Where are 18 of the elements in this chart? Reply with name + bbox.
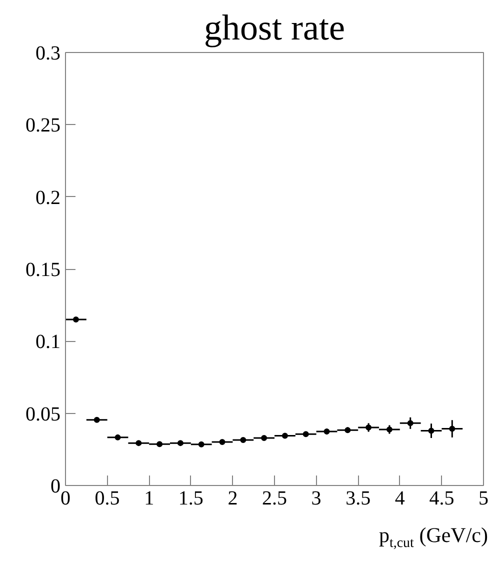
x-tick-label: 5 xyxy=(478,488,488,510)
x-tick-label: 4.5 xyxy=(429,488,454,510)
x-tick-label: 2.5 xyxy=(262,488,287,510)
chart-title: ghost rate xyxy=(204,8,345,48)
x-tick-label: 1 xyxy=(144,488,154,510)
y-tick-label: 0.2 xyxy=(36,186,60,209)
x-tick-label: 3 xyxy=(311,488,322,510)
x-tick-label: 3.5 xyxy=(346,488,371,510)
y-tick-label: 0.25 xyxy=(26,114,60,137)
y-tick-label: 0.15 xyxy=(26,259,60,281)
x-tick-label: 2 xyxy=(228,488,238,510)
x-axis-title: p$_{t,cut}$ (GeV/c) xyxy=(378,522,488,554)
x-tick-label: 4 xyxy=(394,488,405,510)
y-tick-label: 0.1 xyxy=(36,331,60,354)
x-tick-label: 0.5 xyxy=(94,488,120,510)
y-tick-label: 0.3 xyxy=(36,42,60,64)
y-tick-label: 0.05 xyxy=(26,403,60,426)
x-tick-label: 1.5 xyxy=(178,488,204,510)
